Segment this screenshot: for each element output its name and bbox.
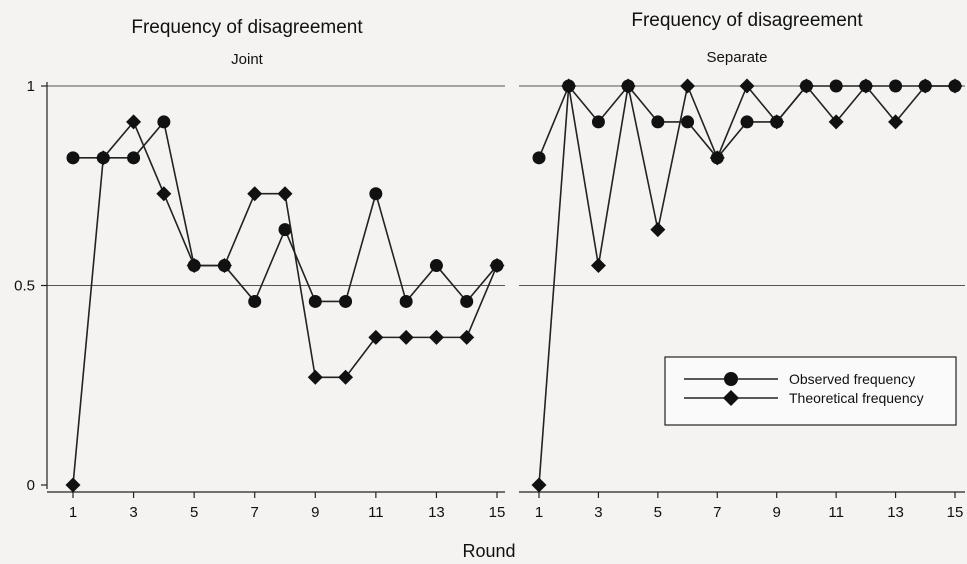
x-tick-label-p1-13: 13 bbox=[428, 504, 445, 521]
point-p1-theoretical-5 bbox=[186, 258, 202, 274]
legend-box bbox=[664, 356, 957, 426]
point-p1-observed-10 bbox=[339, 294, 353, 308]
point-p1-theoretical-12 bbox=[398, 329, 414, 345]
point-p1-theoretical-3 bbox=[126, 114, 142, 130]
x-tick-label-p2-5: 5 bbox=[654, 504, 662, 521]
point-p2-theoretical-4 bbox=[620, 78, 636, 94]
point-p2-theoretical-12 bbox=[858, 78, 874, 94]
point-p1-observed-12 bbox=[399, 294, 413, 308]
point-p2-theoretical-11 bbox=[828, 114, 844, 130]
point-p1-theoretical-11 bbox=[368, 329, 384, 345]
point-p1-observed-14 bbox=[460, 294, 474, 308]
x-tick-label-p1-15: 15 bbox=[489, 504, 506, 521]
point-p1-observed-7 bbox=[248, 294, 262, 308]
x-tick-label-p2-7: 7 bbox=[713, 504, 721, 521]
point-p2-theoretical-15 bbox=[947, 78, 963, 94]
point-p2-theoretical-5 bbox=[650, 222, 666, 238]
y-tick-label-1: 1 bbox=[27, 78, 35, 95]
point-p2-theoretical-8 bbox=[739, 78, 755, 94]
x-tick-label-p1-1: 1 bbox=[69, 504, 77, 521]
x-tick-label-p1-11: 11 bbox=[368, 504, 384, 521]
x-tick-label-p2-11: 11 bbox=[828, 504, 844, 521]
point-p1-observed-3 bbox=[127, 151, 141, 165]
point-p1-theoretical-4 bbox=[156, 186, 172, 202]
legend-entry-observed: Observed frequency bbox=[684, 371, 915, 387]
point-p1-theoretical-13 bbox=[428, 329, 444, 345]
legend-entry-theoretical: Theoretical frequency bbox=[684, 390, 924, 406]
point-p1-theoretical-10 bbox=[338, 369, 354, 385]
point-p1-theoretical-1 bbox=[65, 477, 81, 493]
x-tick-label-p2-3: 3 bbox=[594, 504, 602, 521]
point-p2-observed-5 bbox=[651, 115, 665, 129]
point-p1-theoretical-6 bbox=[216, 258, 232, 274]
point-p2-observed-11 bbox=[829, 79, 843, 93]
point-p2-observed-1 bbox=[532, 151, 546, 165]
point-p2-observed-3 bbox=[591, 115, 605, 129]
chart-title-right: Frequency of disagreement bbox=[631, 10, 863, 31]
legend-marker-diamond bbox=[723, 390, 739, 406]
point-p1-observed-8 bbox=[278, 223, 292, 237]
point-p1-theoretical-7 bbox=[247, 186, 263, 202]
chart-subtitle-left: Joint bbox=[231, 51, 264, 68]
x-axis-label: Round bbox=[462, 541, 515, 559]
series-line-p1-observed bbox=[73, 121, 498, 303]
x-tick-label-p2-9: 9 bbox=[773, 504, 781, 521]
point-p2-theoretical-14 bbox=[917, 78, 933, 94]
legend-label-observed: Observed frequency bbox=[789, 371, 915, 387]
point-p2-observed-8 bbox=[740, 115, 754, 129]
chart-title-left: Frequency of disagreement bbox=[131, 17, 363, 38]
chart-subtitle-right: Separate bbox=[707, 49, 768, 66]
series-line-p1-theoretical bbox=[72, 121, 498, 486]
x-tick-label-p2-13: 13 bbox=[887, 504, 904, 521]
point-p2-theoretical-2 bbox=[561, 78, 577, 94]
point-p2-theoretical-3 bbox=[590, 258, 606, 274]
point-p2-observed-6 bbox=[681, 115, 695, 129]
point-p1-theoretical-2 bbox=[95, 150, 111, 166]
point-p1-observed-9 bbox=[308, 294, 322, 308]
y-tick-label-0: 0 bbox=[27, 477, 35, 494]
point-p2-observed-13 bbox=[889, 79, 903, 93]
point-p2-theoretical-7 bbox=[709, 150, 725, 166]
legend-marker-circle bbox=[724, 372, 738, 386]
y-tick-label-0.5: 0.5 bbox=[14, 278, 35, 295]
x-tick-label-p2-15: 15 bbox=[947, 504, 964, 521]
point-p2-theoretical-10 bbox=[798, 78, 814, 94]
x-tick-label-p1-9: 9 bbox=[311, 504, 319, 521]
x-tick-label-p2-1: 1 bbox=[535, 504, 543, 521]
marks-layer bbox=[65, 78, 963, 493]
point-p1-theoretical-15 bbox=[489, 258, 505, 274]
point-p1-theoretical-8 bbox=[277, 186, 293, 202]
point-p2-theoretical-9 bbox=[769, 114, 785, 130]
point-p1-observed-13 bbox=[429, 259, 443, 273]
point-p1-observed-1 bbox=[66, 151, 80, 165]
point-p2-theoretical-1 bbox=[531, 477, 547, 493]
point-p2-theoretical-13 bbox=[888, 114, 904, 130]
legend: Observed frequency Theoretical frequency bbox=[664, 356, 957, 426]
x-tick-label-p1-7: 7 bbox=[251, 504, 259, 521]
x-tick-label-p1-3: 3 bbox=[129, 504, 137, 521]
legend-label-theoretical: Theoretical frequency bbox=[789, 390, 924, 406]
point-p1-theoretical-14 bbox=[459, 329, 475, 345]
point-p1-observed-11 bbox=[369, 187, 383, 201]
point-p1-observed-4 bbox=[157, 115, 171, 129]
point-p2-theoretical-6 bbox=[680, 78, 696, 94]
point-p1-theoretical-9 bbox=[307, 369, 323, 385]
x-tick-label-p1-5: 5 bbox=[190, 504, 198, 521]
